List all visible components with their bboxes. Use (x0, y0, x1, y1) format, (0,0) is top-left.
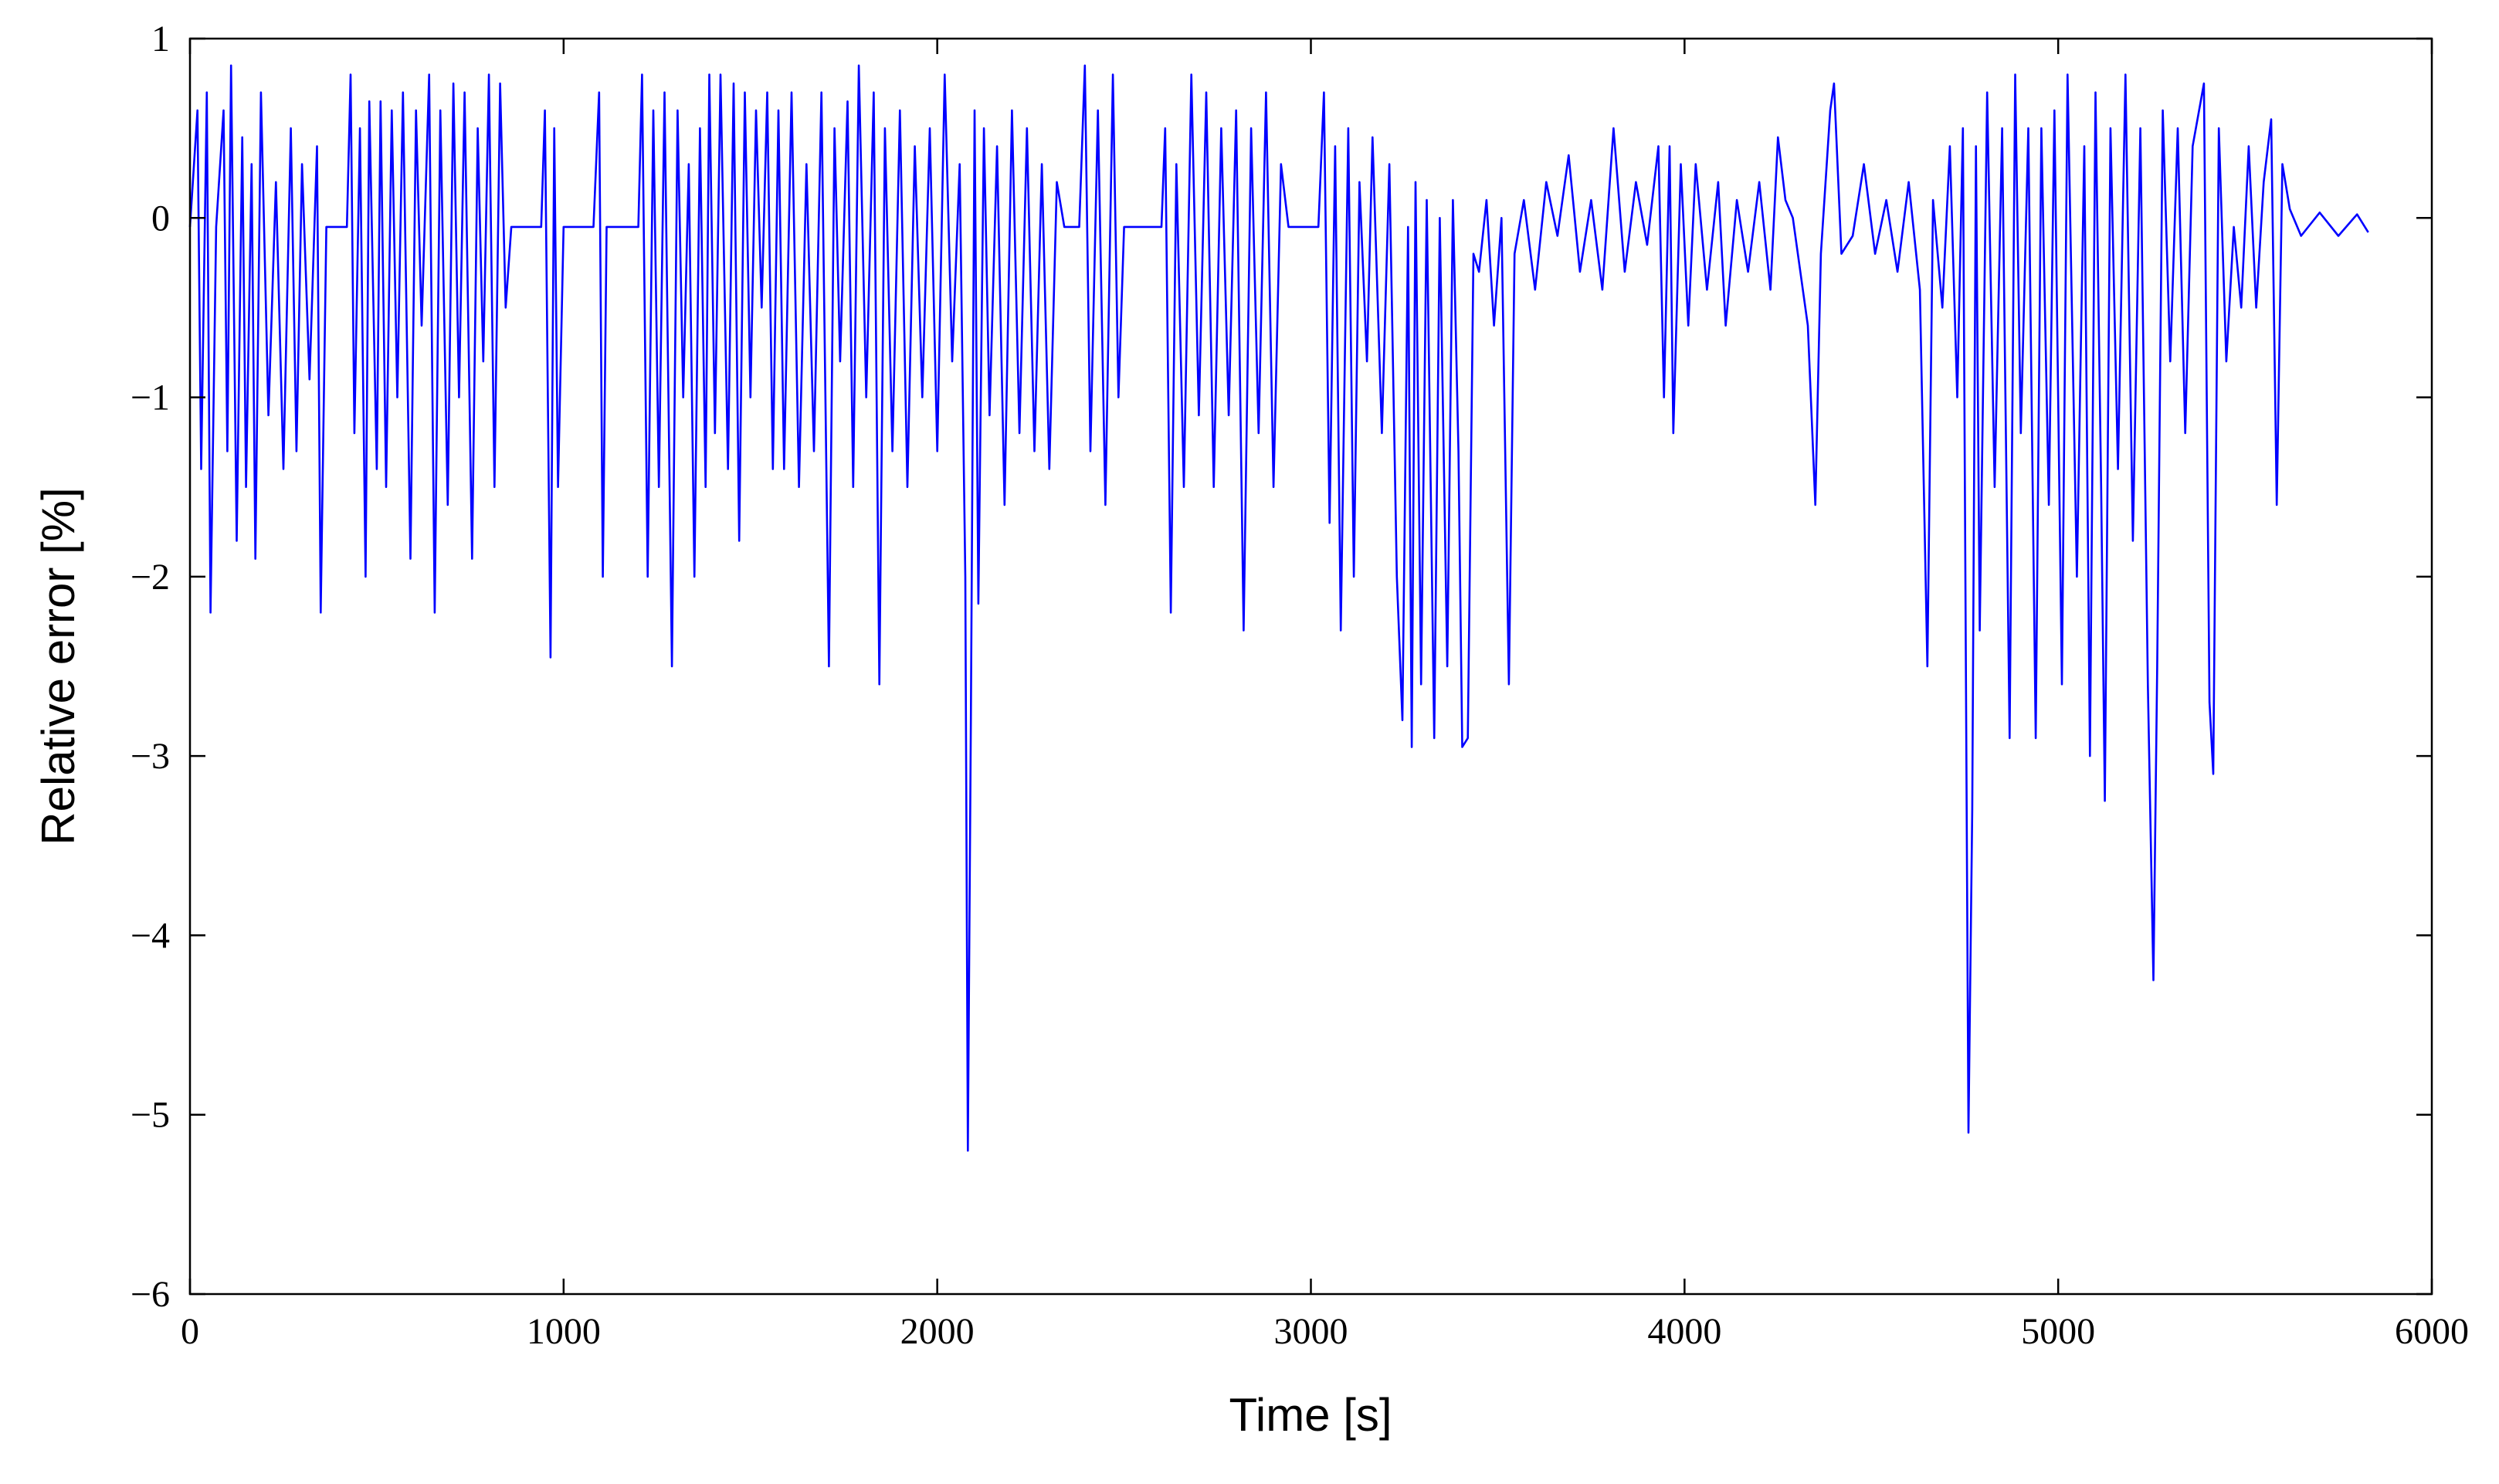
data-line (188, 64, 2369, 1152)
y-tick-label: −1 (131, 378, 170, 418)
y-tick-label: −4 (131, 915, 170, 956)
x-tick-label: 2000 (900, 1311, 975, 1352)
y-tick-label: −2 (131, 557, 170, 598)
x-tick-label: 0 (181, 1311, 199, 1352)
y-tick-label: −6 (131, 1274, 170, 1315)
y-axis-label: Relative error [%] (32, 487, 84, 845)
x-tick-label: 4000 (1647, 1311, 1721, 1352)
x-tick-label: 3000 (1274, 1311, 1348, 1352)
x-tick-label: 5000 (2021, 1311, 2095, 1352)
x-tick-label: 6000 (2395, 1311, 2469, 1352)
y-tick-label: −5 (131, 1095, 170, 1136)
y-tick-label: 0 (151, 198, 170, 239)
y-tick-label: 1 (151, 19, 170, 59)
x-tick-label: 1000 (527, 1311, 601, 1352)
y-tick-label: −3 (131, 736, 170, 777)
x-axis-label: Time [s] (1229, 1389, 1392, 1441)
